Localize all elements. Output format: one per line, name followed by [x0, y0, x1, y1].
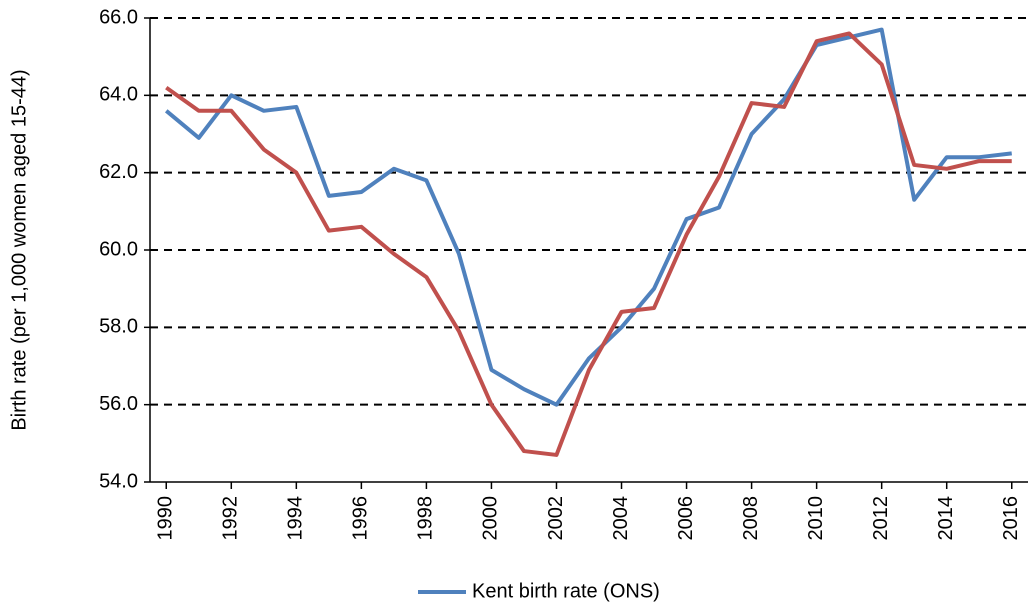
y-tick-label: 64.0	[99, 84, 138, 106]
x-tick-label: 2010	[805, 496, 827, 541]
y-tick-label: 58.0	[99, 316, 138, 338]
y-tick-label: 62.0	[99, 161, 138, 183]
x-tick-label: 1990	[155, 496, 177, 541]
y-tick-label: 54.0	[99, 470, 138, 492]
legend-label: Kent birth rate (ONS)	[472, 580, 660, 602]
x-tick-label: 1994	[285, 496, 307, 541]
x-tick-label: 1996	[350, 496, 372, 541]
x-tick-label: 2008	[740, 496, 762, 541]
x-tick-label: 2012	[870, 496, 892, 541]
line	[164, 27, 1012, 407]
x-tick-label: 2004	[610, 496, 632, 541]
y-axis-label: Birth rate (per 1,000 women aged 15-44)	[8, 69, 30, 430]
line	[165, 31, 1012, 457]
x-tick-label: 1998	[415, 496, 437, 541]
x-tick-label: 2002	[545, 496, 567, 541]
y-tick-label: 66.0	[99, 6, 138, 28]
x-tick-label: 2016	[1000, 496, 1022, 541]
x-tick-label: 2006	[675, 496, 697, 541]
x-tick-label: 1992	[220, 496, 242, 541]
y-tick-label: 60.0	[99, 238, 138, 260]
x-tick-label: 2014	[935, 496, 957, 541]
y-tick-label: 56.0	[99, 393, 138, 415]
x-tick-label: 2000	[480, 496, 502, 541]
